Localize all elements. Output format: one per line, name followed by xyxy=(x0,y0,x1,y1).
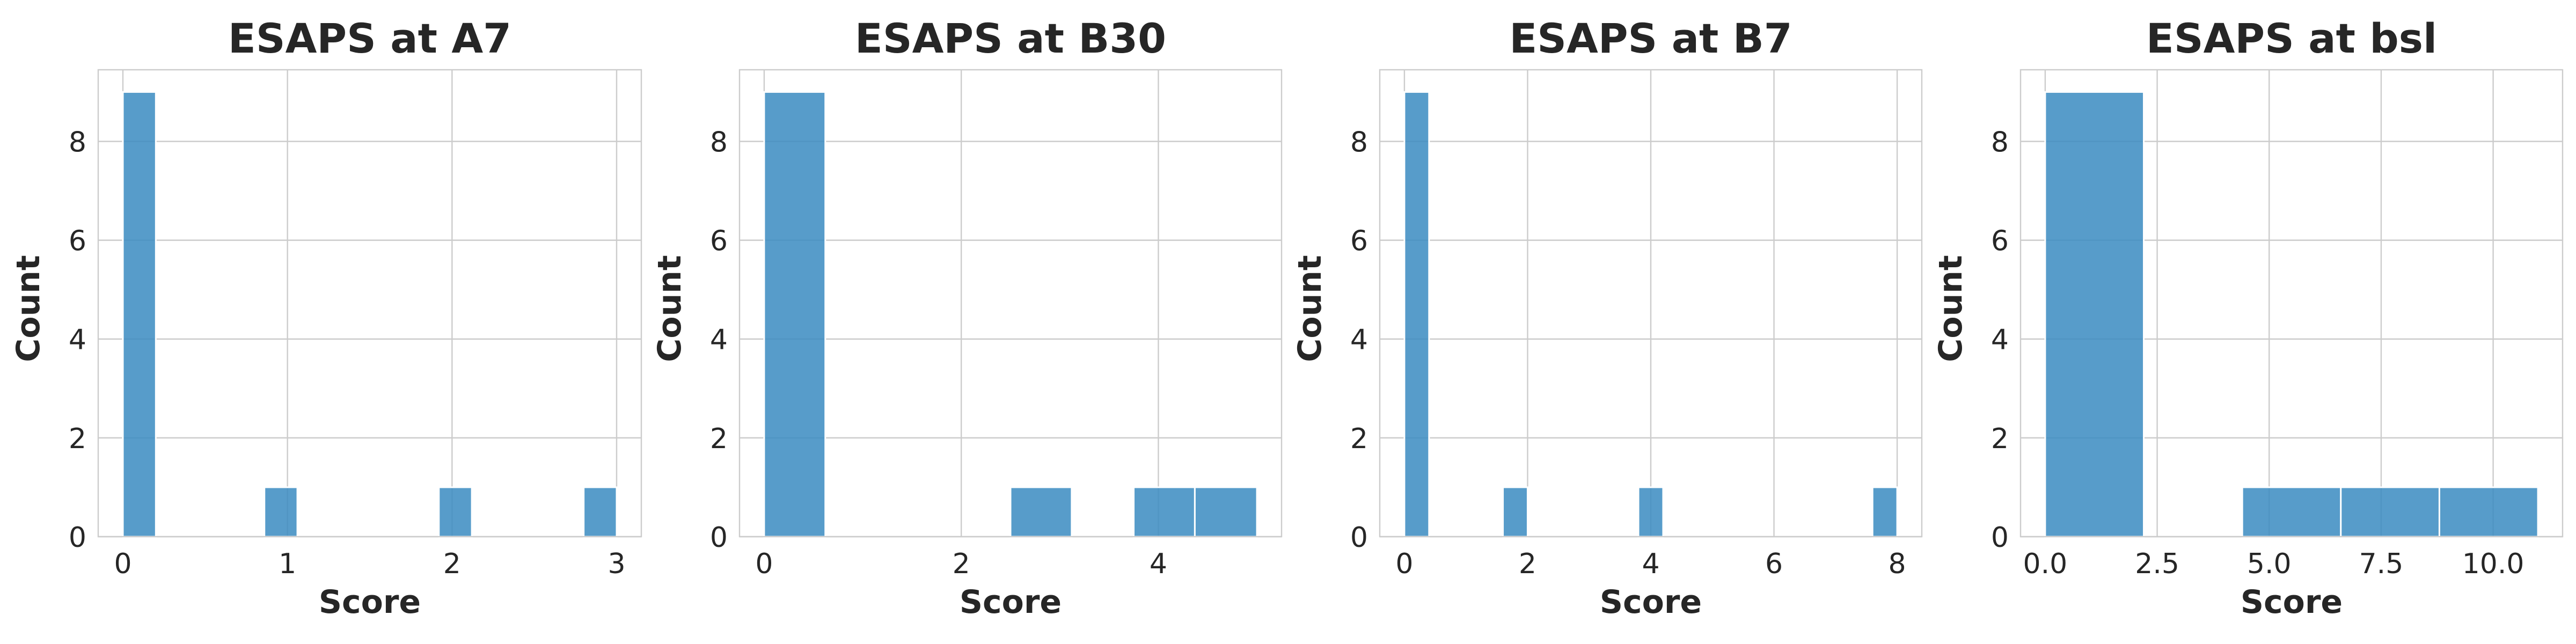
histogram-bar xyxy=(264,486,298,538)
histogram-bar xyxy=(1502,486,1528,538)
chart-panel-1: 0 2 4 6 8 0 1 2 3 ESAPS at A7 Score Count xyxy=(10,14,642,621)
histogram-bar xyxy=(1194,486,1258,538)
x-tick-label: 1 xyxy=(279,548,296,580)
histogram-bar xyxy=(2241,486,2342,538)
y-tick-label: 2 xyxy=(1350,423,1368,455)
x-tick-label: 5.0 xyxy=(2247,548,2292,580)
y-tick-label: 2 xyxy=(1991,423,2009,455)
x-tick-label: 8 xyxy=(1889,548,1906,580)
x-axis-label: Score xyxy=(2241,583,2343,621)
y-tick-label: 4 xyxy=(1350,324,1368,356)
histogram-bar xyxy=(763,91,826,538)
y-tick-label: 2 xyxy=(710,423,728,455)
chart-panel-3: 0 2 4 6 8 0 2 4 6 8 ESAPS at B7 Score Count xyxy=(1291,14,1923,621)
y-tick-label: 4 xyxy=(1991,324,2009,356)
y-tick-label: 8 xyxy=(69,126,86,158)
chart-title: ESAPS at A7 xyxy=(228,14,511,62)
x-tick-label: 2 xyxy=(953,548,970,580)
x-tick-label: 0 xyxy=(1395,548,1413,580)
y-tick-label: 6 xyxy=(1350,225,1368,258)
y-tick-label: 4 xyxy=(69,324,86,356)
y-tick-label: 6 xyxy=(710,225,728,258)
x-axis-label: Score xyxy=(960,583,1062,621)
x-tick-label: 0.0 xyxy=(2023,548,2068,580)
y-tick-label: 0 xyxy=(710,522,728,554)
y-tick-label: 8 xyxy=(1350,126,1368,158)
histogram-bar xyxy=(1871,486,1898,538)
y-tick-label: 0 xyxy=(1991,522,2009,554)
histogram-bar xyxy=(1009,486,1073,538)
chart-title: ESAPS at B30 xyxy=(855,14,1166,62)
y-tick-label: 2 xyxy=(69,423,86,455)
chart-title: ESAPS at B7 xyxy=(1509,14,1792,62)
histogram-bar xyxy=(438,486,473,538)
y-axis-label: Count xyxy=(10,255,47,362)
plot-frame xyxy=(1379,69,1923,538)
x-tick-label: 6 xyxy=(1765,548,1783,580)
chart-panel-4: 0 2 4 6 8 0.0 2.5 5.0 7.5 10.0 ESAPS at bsl Score Co… xyxy=(1932,14,2564,621)
histogram-bar xyxy=(2438,486,2539,538)
y-tick-label: 0 xyxy=(1350,522,1368,554)
x-tick-label: 2 xyxy=(443,548,461,580)
y-tick-label: 4 xyxy=(710,324,728,356)
y-tick-label: 8 xyxy=(710,126,728,158)
chart-panel-2: 0 2 4 6 8 0 2 4 ESAPS at B30 Score Count xyxy=(651,14,1283,621)
x-tick-label: 4 xyxy=(1150,548,1167,580)
histogram-bar xyxy=(122,91,157,538)
y-tick-label: 6 xyxy=(69,225,86,258)
plot-frame xyxy=(2019,69,2564,538)
y-tick-label: 0 xyxy=(69,522,86,554)
histogram-bar xyxy=(1637,486,1664,538)
histogram-bar xyxy=(1403,91,1430,538)
x-tick-label: 0 xyxy=(755,548,773,580)
x-axis-label: Score xyxy=(319,583,421,621)
x-tick-label: 2 xyxy=(1519,548,1536,580)
histogram-bar xyxy=(1133,486,1196,538)
y-axis-label: Count xyxy=(651,255,689,362)
plot-frame xyxy=(97,69,642,538)
histogram-bar xyxy=(2044,91,2145,538)
histogram-bar xyxy=(583,486,618,538)
x-tick-label: 3 xyxy=(608,548,625,580)
y-axis-label: Count xyxy=(1291,255,1329,362)
plot-frame xyxy=(738,69,1283,538)
x-tick-label: 0 xyxy=(114,548,131,580)
x-tick-label: 2.5 xyxy=(2135,548,2179,580)
x-tick-label: 4 xyxy=(1642,548,1659,580)
x-tick-label: 7.5 xyxy=(2359,548,2404,580)
x-tick-label: 10.0 xyxy=(2462,548,2524,580)
y-tick-label: 8 xyxy=(1991,126,2009,158)
y-tick-label: 6 xyxy=(1991,225,2009,258)
chart-title: ESAPS at bsl xyxy=(2146,14,2437,62)
y-axis-label: Count xyxy=(1932,255,1970,362)
histogram-bar xyxy=(2340,486,2440,538)
x-axis-label: Score xyxy=(1600,583,1702,621)
